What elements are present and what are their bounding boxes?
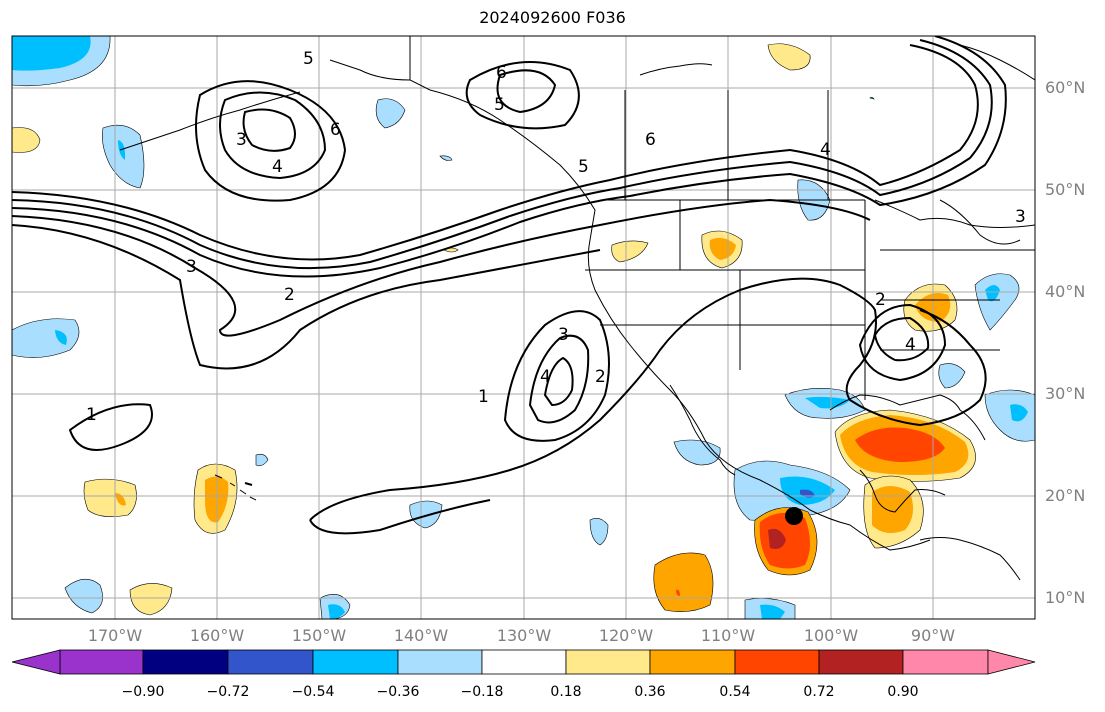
contour-label: 4 — [540, 367, 551, 387]
contour-label: 2 — [875, 290, 886, 310]
contour-label: 3 — [186, 257, 197, 277]
contour-label: 2 — [284, 285, 295, 305]
lon-label: 140°W — [393, 626, 449, 645]
lon-label: 120°W — [598, 626, 654, 645]
contour-label: 4 — [905, 335, 916, 355]
colorbar-extend-low — [11, 649, 61, 675]
map-frame — [11, 35, 1036, 620]
colorbar-extend-high — [987, 649, 1036, 675]
colorbar-tick-label: 0.54 — [719, 684, 751, 700]
colorbar-segment — [59, 649, 144, 675]
colorbar-segment — [312, 649, 399, 675]
lat-label: 20°N — [1045, 486, 1086, 505]
coastlines — [119, 36, 1035, 581]
contour-label: 6 — [330, 120, 341, 140]
storm-position-dot — [785, 507, 803, 525]
map-title: 2024092600 F036 — [479, 8, 626, 27]
colorbar-segment — [481, 649, 567, 675]
contour-label: 4 — [272, 157, 283, 177]
lat-label: 10°N — [1045, 588, 1086, 607]
colorbar-segment — [565, 649, 651, 675]
lon-label: 110°W — [700, 626, 756, 645]
colorbar-segment — [227, 649, 314, 675]
contour-label: 5 — [303, 49, 314, 69]
colorbar-tick-label: −0.18 — [460, 684, 504, 700]
contour-label: 5 — [494, 95, 505, 115]
lon-label: 170°W — [87, 626, 143, 645]
lon-label: 150°W — [291, 626, 347, 645]
lat-label: 30°N — [1045, 384, 1086, 403]
contour-label: 5 — [578, 157, 589, 177]
lat-label: 60°N — [1045, 78, 1086, 97]
contour-label: 1 — [478, 387, 489, 407]
contours — [12, 36, 1007, 535]
colorbar-segment — [142, 649, 229, 675]
colorbar-tick-label: −0.36 — [376, 684, 420, 700]
contour-label: 6 — [496, 63, 507, 83]
lat-label: 40°N — [1045, 282, 1086, 301]
contour-label: 1 — [86, 405, 97, 425]
contour-label: 6 — [645, 130, 656, 150]
colorbar-tick-label: 0.90 — [887, 684, 919, 700]
colorbar-tick-label: 0.36 — [634, 684, 666, 700]
contour-label: 2 — [595, 367, 606, 387]
contour-label: 4 — [820, 140, 831, 160]
colorbar-segment — [397, 649, 483, 675]
contour-label: 3 — [1015, 207, 1026, 227]
lon-label: 100°W — [803, 626, 859, 645]
colorbar-segment — [818, 649, 904, 675]
lon-label: 90°W — [910, 626, 956, 645]
colorbar-tick-label: −0.54 — [291, 684, 335, 700]
contour-label: 3 — [236, 130, 247, 150]
colorbar — [11, 649, 1036, 675]
colorbar-tick-label: 0.18 — [550, 684, 582, 700]
colorbar-tick-label: −0.90 — [121, 684, 165, 700]
colorbar-segment — [902, 649, 989, 675]
contour-labels: 5 6 5 6 3 4 6 5 4 3 2 3 4 2 1 1 2 4 3 — [86, 49, 1026, 425]
colorbar-tick-label: 0.72 — [803, 684, 835, 700]
colorbar-segment — [734, 649, 820, 675]
contour-label: 3 — [558, 325, 569, 345]
lon-label: 130°W — [496, 626, 552, 645]
anomaly-shading — [12, 36, 1035, 619]
lon-label: 160°W — [189, 626, 245, 645]
colorbar-segment — [649, 649, 736, 675]
lat-label: 50°N — [1045, 180, 1086, 199]
colorbar-tick-label: −0.72 — [206, 684, 250, 700]
